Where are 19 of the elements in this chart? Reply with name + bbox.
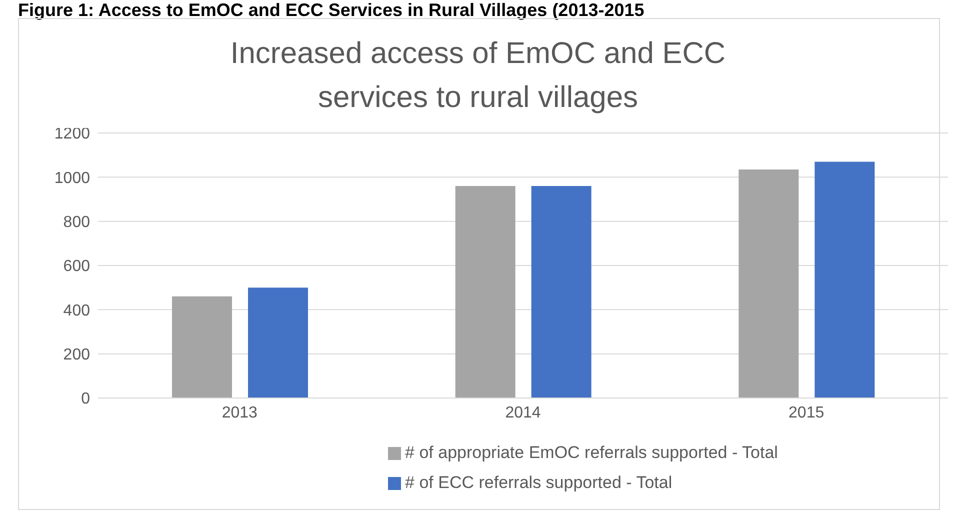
bar — [738, 169, 799, 398]
x-tick-label: 2013 — [222, 404, 258, 422]
y-tick-label: 400 — [63, 302, 90, 320]
y-tick-label: 1000 — [54, 170, 90, 187]
caption: Figure 1: Access to EmOC and ECC Services in Rural Villages (2013-2015 — [18, 0, 644, 20]
bar — [455, 186, 516, 398]
legend-label: # of ECC referrals supported - Total — [405, 473, 672, 492]
y-tick-label: 200 — [63, 346, 90, 364]
y-tick-label: 800 — [63, 214, 90, 232]
bar — [531, 186, 592, 398]
x-tick-label: 2015 — [788, 404, 824, 422]
bar — [814, 162, 875, 398]
chart-title: Increased access of EmOC and ECC services to rural villages — [229, 36, 727, 116]
bar — [248, 288, 308, 398]
y-tick-label: 0 — [81, 390, 90, 408]
y-tick-label: 600 — [63, 258, 90, 276]
bar — [172, 296, 232, 398]
x-tick-label: 2014 — [505, 404, 541, 422]
legend-label: # of appropriate EmOC referrals supported - Total — [405, 443, 778, 462]
